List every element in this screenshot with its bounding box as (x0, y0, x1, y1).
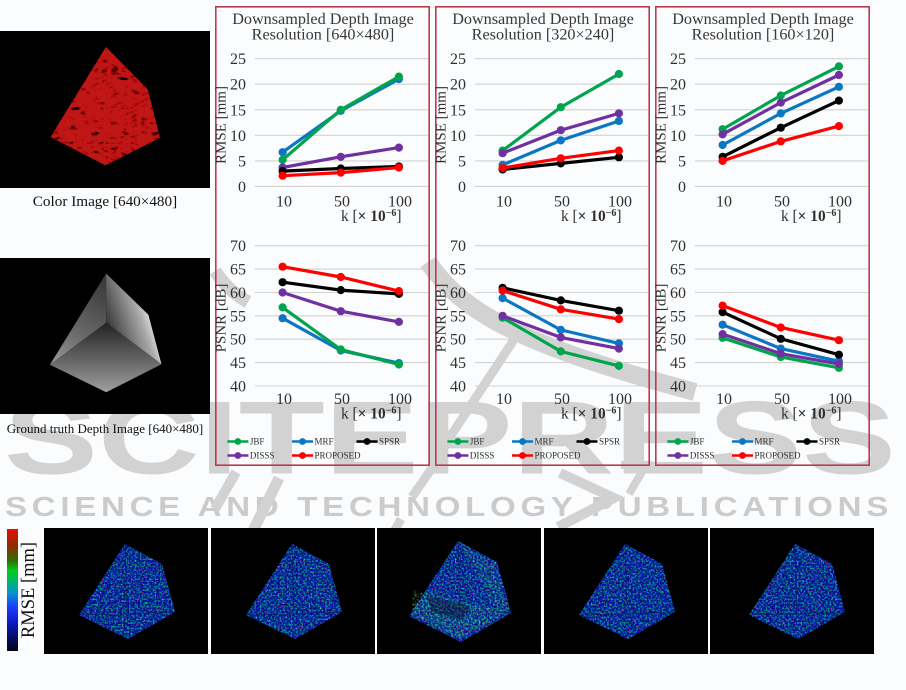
svg-text:50: 50 (554, 194, 570, 211)
svg-text:100: 100 (828, 194, 852, 211)
svg-text:45: 45 (450, 355, 466, 372)
svg-text:k [× 10−6]: k [× 10−6] (341, 208, 402, 225)
svg-text:RMSE [mm]: RMSE [mm] (215, 86, 230, 164)
svg-text:10: 10 (716, 391, 732, 408)
svg-text:50: 50 (670, 332, 686, 349)
svg-text:15: 15 (230, 102, 246, 119)
svg-text:Downsampled Depth Image: Downsampled Depth Image (232, 10, 414, 28)
svg-text:PROPOSED: PROPOSED (535, 451, 582, 461)
svg-text:k [× 10−6]: k [× 10−6] (781, 208, 842, 225)
svg-text:100: 100 (608, 391, 632, 408)
svg-text:Downsampled Depth Image: Downsampled Depth Image (672, 10, 854, 28)
svg-text:DISSS: DISSS (250, 451, 275, 461)
svg-text:50: 50 (450, 332, 466, 349)
svg-text:65: 65 (230, 262, 246, 279)
svg-text:10: 10 (670, 128, 686, 145)
svg-text:RMSE [mm]: RMSE [mm] (435, 86, 450, 164)
svg-text:5: 5 (678, 153, 686, 170)
svg-text:55: 55 (450, 308, 466, 325)
svg-text:25: 25 (450, 51, 466, 68)
svg-text:10: 10 (716, 194, 732, 211)
svg-text:50: 50 (334, 391, 350, 408)
svg-text:70: 70 (670, 238, 686, 255)
svg-text:0: 0 (678, 179, 686, 196)
svg-text:15: 15 (450, 102, 466, 119)
svg-text:SCIENCE AND TECHNOLOGY PUBLICA: SCIENCE AND TECHNOLOGY PUBLICATIONS (5, 491, 893, 522)
svg-text:k [× 10−6]: k [× 10−6] (561, 406, 622, 423)
svg-text:65: 65 (670, 262, 686, 279)
svg-text:50: 50 (554, 391, 570, 408)
svg-text:10: 10 (276, 391, 292, 408)
svg-text:k [× 10−6]: k [× 10−6] (561, 208, 622, 225)
svg-text:40: 40 (670, 379, 686, 396)
svg-text:0: 0 (458, 179, 466, 196)
svg-text:25: 25 (230, 51, 246, 68)
svg-text:PSNR [dB]: PSNR [dB] (655, 284, 670, 353)
svg-text:65: 65 (450, 262, 466, 279)
svg-text:100: 100 (828, 391, 852, 408)
svg-text:55: 55 (230, 308, 246, 325)
svg-text:MRF: MRF (755, 437, 774, 447)
svg-text:RMSE [mm]: RMSE [mm] (655, 86, 670, 164)
svg-text:40: 40 (450, 379, 466, 396)
svg-text:50: 50 (774, 194, 790, 211)
svg-text:40: 40 (230, 379, 246, 396)
svg-text:PSNR [dB]: PSNR [dB] (215, 284, 230, 353)
svg-text:Downsampled Depth Image: Downsampled Depth Image (452, 10, 634, 28)
svg-text:MRF: MRF (535, 437, 554, 447)
svg-text:0: 0 (238, 179, 246, 196)
svg-text:Resolution [320×240]: Resolution [320×240] (472, 26, 615, 44)
svg-text:Resolution [160×120]: Resolution [160×120] (692, 26, 835, 44)
svg-text:45: 45 (670, 355, 686, 372)
svg-text:15: 15 (670, 102, 686, 119)
svg-text:PSNR [dB]: PSNR [dB] (435, 284, 450, 353)
svg-text:70: 70 (450, 238, 466, 255)
svg-text:10: 10 (496, 194, 512, 211)
svg-text:Resolution [640×480]: Resolution [640×480] (252, 26, 395, 44)
svg-text:20: 20 (670, 77, 686, 94)
svg-text:60: 60 (450, 285, 466, 302)
svg-text:25: 25 (670, 51, 686, 68)
svg-text:SPSR: SPSR (599, 437, 620, 447)
svg-text:k [× 10−6]: k [× 10−6] (781, 406, 842, 423)
svg-text:100: 100 (388, 194, 412, 211)
svg-text:50: 50 (774, 391, 790, 408)
svg-text:10: 10 (496, 391, 512, 408)
svg-text:55: 55 (670, 308, 686, 325)
svg-text:5: 5 (238, 153, 246, 170)
svg-text:JBF: JBF (250, 437, 265, 447)
svg-text:10: 10 (276, 194, 292, 211)
svg-text:20: 20 (230, 77, 246, 94)
svg-text:10: 10 (450, 128, 466, 145)
svg-text:SPSR: SPSR (379, 437, 400, 447)
svg-text:100: 100 (608, 194, 632, 211)
svg-text:70: 70 (230, 238, 246, 255)
svg-text:50: 50 (230, 332, 246, 349)
svg-text:DISSS: DISSS (690, 451, 715, 461)
svg-text:JBF: JBF (690, 437, 705, 447)
svg-text:60: 60 (670, 285, 686, 302)
svg-text:45: 45 (230, 355, 246, 372)
svg-text:k [× 10−6]: k [× 10−6] (341, 406, 402, 423)
svg-text:DISSS: DISSS (470, 451, 495, 461)
svg-text:100: 100 (388, 391, 412, 408)
svg-text:SPSR: SPSR (819, 437, 840, 447)
svg-text:PROPOSED: PROPOSED (315, 451, 362, 461)
svg-text:60: 60 (230, 285, 246, 302)
svg-text:PROPOSED: PROPOSED (755, 451, 802, 461)
svg-text:JBF: JBF (470, 437, 485, 447)
svg-text:10: 10 (230, 128, 246, 145)
svg-text:50: 50 (334, 194, 350, 211)
svg-text:MRF: MRF (315, 437, 334, 447)
svg-text:5: 5 (458, 153, 466, 170)
svg-text:20: 20 (450, 77, 466, 94)
